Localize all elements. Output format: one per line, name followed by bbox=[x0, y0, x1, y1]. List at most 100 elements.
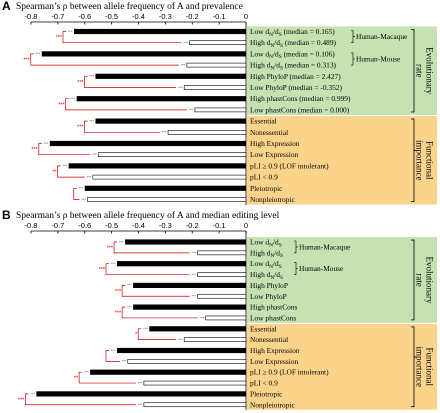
bar-significance: *** bbox=[191, 272, 196, 277]
section-background bbox=[247, 26, 437, 115]
bar-significance: *** bbox=[79, 186, 84, 191]
panel-letter: A bbox=[2, 0, 11, 13]
pair-significance: *** bbox=[77, 125, 84, 131]
x-tick-label: -0.5 bbox=[105, 221, 118, 230]
category-label: Essential bbox=[250, 117, 277, 126]
x-tick-label: -0.1 bbox=[213, 221, 226, 230]
bar bbox=[127, 359, 247, 364]
group-brace bbox=[294, 240, 298, 254]
section-bracket bbox=[411, 118, 415, 202]
bar bbox=[205, 315, 247, 321]
bar bbox=[143, 402, 247, 408]
section-bracket bbox=[411, 326, 415, 408]
bar bbox=[92, 174, 247, 180]
bar bbox=[49, 140, 246, 147]
category-label: High dN/dS (median = 0.489) bbox=[250, 38, 337, 49]
bar bbox=[197, 293, 247, 299]
section-label-line2: rate bbox=[415, 64, 425, 78]
bar bbox=[197, 272, 247, 277]
x-tick-label: -0.2 bbox=[186, 221, 199, 230]
bar-significance: *** bbox=[122, 359, 127, 364]
panel-b: Evolutionaryrate Functionalimportance B Spe… bbox=[2, 208, 437, 411]
x-tick-label: -0.7 bbox=[51, 12, 64, 21]
bar-significance: *** bbox=[44, 141, 49, 146]
pair-significance: ** bbox=[52, 170, 57, 176]
pair-bracket bbox=[84, 75, 177, 88]
pair-bracket bbox=[38, 143, 91, 156]
pair-bracket bbox=[105, 350, 120, 362]
bar-significance: *** bbox=[30, 391, 35, 396]
bar bbox=[117, 347, 246, 354]
x-tick-label: -0.4 bbox=[132, 12, 145, 21]
section-background bbox=[247, 237, 437, 323]
bar bbox=[95, 73, 246, 79]
chart-title: Spearman’s ρ between allele frequency of… bbox=[16, 210, 280, 221]
x-tick-label: -0.6 bbox=[78, 221, 91, 230]
bar bbox=[84, 185, 246, 191]
pair-bracket bbox=[25, 393, 136, 406]
bar-significance: *** bbox=[62, 163, 67, 168]
pair-bracket bbox=[73, 187, 80, 200]
panel-letter: B bbox=[2, 208, 11, 222]
bar-significance: *** bbox=[71, 96, 76, 101]
category-label: pLI < 0.9 bbox=[250, 173, 278, 182]
section-label-line2: rate bbox=[415, 273, 425, 287]
bar bbox=[143, 380, 247, 386]
bar-significance: *** bbox=[111, 261, 116, 266]
group-brace bbox=[294, 262, 298, 275]
group-label: Human-Macaque bbox=[299, 242, 351, 251]
x-tick-label: -0.8 bbox=[25, 221, 38, 230]
pair-significance: *** bbox=[99, 267, 106, 273]
bar bbox=[74, 28, 246, 35]
x-tick-label: -0.2 bbox=[186, 12, 199, 21]
category-label: pLI ≥ 0.9 (LOF intolerant) bbox=[250, 368, 329, 377]
category-label: Low dN/dS bbox=[250, 259, 282, 270]
pair-bracket bbox=[78, 371, 136, 384]
group-label: Human-Mouse bbox=[356, 55, 401, 64]
section-label-line1: Functional bbox=[425, 348, 435, 387]
pair-significance: ** bbox=[74, 376, 79, 382]
section-label-line2: importance bbox=[415, 347, 425, 387]
bar bbox=[76, 96, 246, 102]
pair-bracket bbox=[65, 98, 187, 111]
x-tick-label: -0.5 bbox=[105, 12, 118, 21]
x-tick-label: -0.7 bbox=[51, 221, 64, 230]
bar-significance: *** bbox=[119, 239, 124, 244]
bar-significance: *** bbox=[178, 337, 183, 342]
bar bbox=[149, 326, 246, 332]
bar bbox=[36, 391, 246, 397]
category-label: Essential bbox=[250, 324, 277, 333]
section-label-line1: Functional bbox=[425, 141, 435, 180]
pair-significance: *** bbox=[23, 58, 30, 64]
bar-significance: *** bbox=[81, 197, 86, 202]
pair-bracket bbox=[30, 53, 179, 66]
pair-significance: * bbox=[135, 332, 138, 338]
bar bbox=[90, 369, 246, 375]
pair-significance: *** bbox=[115, 311, 122, 317]
pair-bracket bbox=[137, 328, 177, 340]
category-label: High dN/dS bbox=[250, 270, 283, 281]
bar-significance: *** bbox=[191, 250, 196, 255]
category-label: pLI < 0.9 bbox=[250, 379, 278, 388]
category-label: Pleiotropic bbox=[250, 389, 283, 398]
bar bbox=[117, 261, 246, 267]
bar-significance: *** bbox=[181, 62, 186, 67]
category-label: Pleiotropic bbox=[250, 184, 283, 193]
pair-significance: *** bbox=[115, 289, 122, 295]
group-label: Human-Macaque bbox=[356, 32, 408, 41]
category-label: Low PhyloP bbox=[250, 292, 287, 301]
category-label: High dN/dS bbox=[250, 248, 283, 259]
panel-a: Evolutionaryrate Functionalimportance A Spe… bbox=[2, 0, 437, 206]
bar-significance: *** bbox=[84, 370, 89, 375]
bar bbox=[133, 304, 246, 310]
bar-significance: *** bbox=[89, 74, 94, 79]
bar-significance: *** bbox=[36, 51, 41, 56]
bar-significance: *** bbox=[183, 40, 188, 45]
pair-significance: *** bbox=[31, 147, 38, 153]
bar-significance: *** bbox=[138, 380, 143, 385]
group-brace bbox=[351, 30, 355, 43]
bar bbox=[41, 51, 246, 57]
category-label: High PhyloP (median = 2.427) bbox=[250, 72, 341, 81]
category-label: Low phastCons (median = 0.000) bbox=[250, 105, 350, 114]
